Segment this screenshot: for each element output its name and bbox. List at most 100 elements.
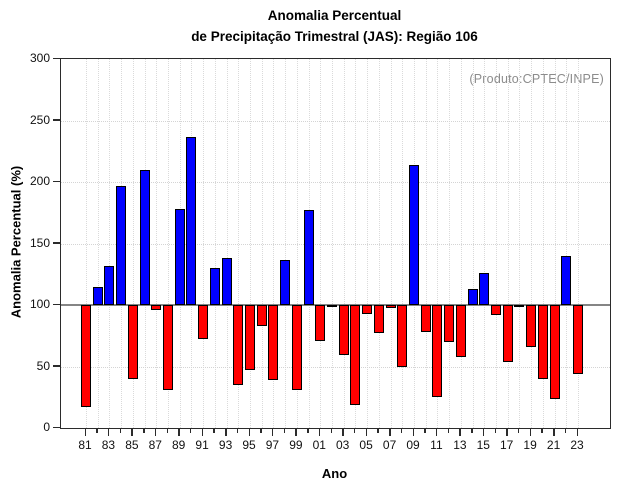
h-gridline	[61, 120, 610, 122]
bar-23	[573, 305, 583, 374]
bar-17	[502, 305, 513, 362]
x-tick-label: 15	[476, 438, 490, 452]
bar-21	[549, 305, 560, 399]
y-tick	[53, 119, 60, 121]
y-tick	[53, 57, 60, 59]
x-tick	[553, 428, 555, 436]
x-tick	[482, 428, 485, 436]
x-tick	[529, 428, 532, 436]
x-tick-label: 19	[523, 438, 537, 452]
y-tick	[53, 365, 60, 367]
x-tick	[365, 428, 368, 436]
x-tick	[283, 428, 286, 433]
bar-13	[455, 305, 466, 357]
x-tick	[576, 428, 578, 436]
x-tick	[541, 428, 543, 433]
plot-area: (Produto:CPTEC/INPE)	[60, 58, 611, 429]
bar-05	[362, 305, 373, 314]
chart-title-line1: Anomalia Percentual	[267, 8, 402, 23]
x-tick	[154, 428, 157, 436]
x-tick	[119, 428, 122, 433]
x-tick	[412, 428, 414, 436]
y-tick-label: 0	[43, 420, 50, 434]
bar-03	[338, 305, 349, 356]
y-tick-label: 300	[29, 51, 50, 65]
y-tick	[53, 303, 60, 305]
bar-81	[81, 305, 91, 408]
bar-90	[186, 136, 197, 305]
x-axis-title: Ano	[321, 466, 348, 481]
x-tick	[494, 428, 496, 433]
x-tick-label: 03	[336, 438, 350, 452]
bar-88	[163, 305, 173, 390]
x-tick-label: 13	[453, 438, 467, 452]
y-tick-label: 250	[29, 112, 50, 127]
x-tick	[236, 428, 239, 433]
bar-91	[198, 305, 209, 340]
bar-95	[245, 305, 255, 371]
bar-04	[350, 305, 361, 405]
x-tick	[424, 428, 426, 433]
h-gridline	[61, 366, 610, 368]
bar-02	[327, 305, 337, 307]
x-tick	[295, 428, 297, 436]
x-tick-label: 99	[289, 438, 303, 452]
y-tick-label: 200	[29, 174, 50, 188]
x-tick	[517, 428, 520, 433]
y-tick-label: 150	[29, 235, 50, 250]
x-tick-label: 97	[265, 438, 280, 452]
x-tick	[330, 428, 332, 433]
x-tick	[131, 428, 133, 436]
x-tick	[353, 428, 356, 433]
bar-09	[409, 164, 419, 305]
bar-83	[104, 265, 115, 305]
y-tick-label: 100	[29, 297, 50, 311]
bar-93	[221, 258, 232, 305]
x-tick	[225, 428, 227, 436]
bar-96	[256, 305, 267, 326]
bar-22	[561, 255, 572, 305]
bar-82	[92, 286, 103, 306]
product-annotation: (Produto:CPTEC/INPE)	[469, 72, 604, 86]
x-tick-label: 81	[78, 438, 92, 452]
x-tick-label: 87	[148, 438, 162, 452]
x-tick	[189, 428, 192, 433]
x-tick-label: 23	[570, 438, 584, 452]
x-tick-label: 93	[218, 438, 233, 452]
bar-20	[537, 305, 548, 379]
x-tick	[260, 428, 262, 433]
x-tick	[84, 428, 86, 436]
x-tick	[471, 428, 473, 433]
y-tick	[53, 180, 60, 182]
bar-18	[514, 305, 525, 307]
x-tick	[201, 428, 204, 436]
h-gridline	[61, 243, 610, 245]
bar-07	[385, 305, 396, 308]
x-tick-label: 91	[195, 438, 209, 452]
chart-title: Anomalia Percentual de Precipitação Trim…	[60, 5, 609, 47]
x-tick	[143, 428, 145, 433]
bar-19	[526, 305, 537, 347]
bar-85	[127, 305, 138, 379]
bar-16	[491, 305, 501, 315]
bar-15	[479, 273, 490, 305]
x-tick-label: 89	[172, 438, 186, 452]
x-tick	[166, 428, 168, 433]
x-tick	[377, 428, 379, 433]
bar-99	[291, 305, 302, 390]
bar-89	[174, 209, 185, 305]
x-tick	[459, 428, 461, 436]
x-tick-label: 17	[500, 438, 514, 452]
bar-00	[303, 210, 314, 305]
x-tick	[389, 428, 391, 436]
x-tick	[342, 428, 344, 436]
x-tick-label: 11	[430, 438, 443, 452]
x-tick	[96, 428, 98, 433]
x-tick	[318, 428, 321, 436]
chart-title-line2: de Precipitação Trimestral (JAS): Região…	[191, 29, 478, 44]
x-tick-label: 95	[242, 438, 256, 452]
x-tick-label: 21	[546, 438, 561, 452]
y-tick	[53, 426, 60, 428]
bar-06	[373, 305, 384, 334]
